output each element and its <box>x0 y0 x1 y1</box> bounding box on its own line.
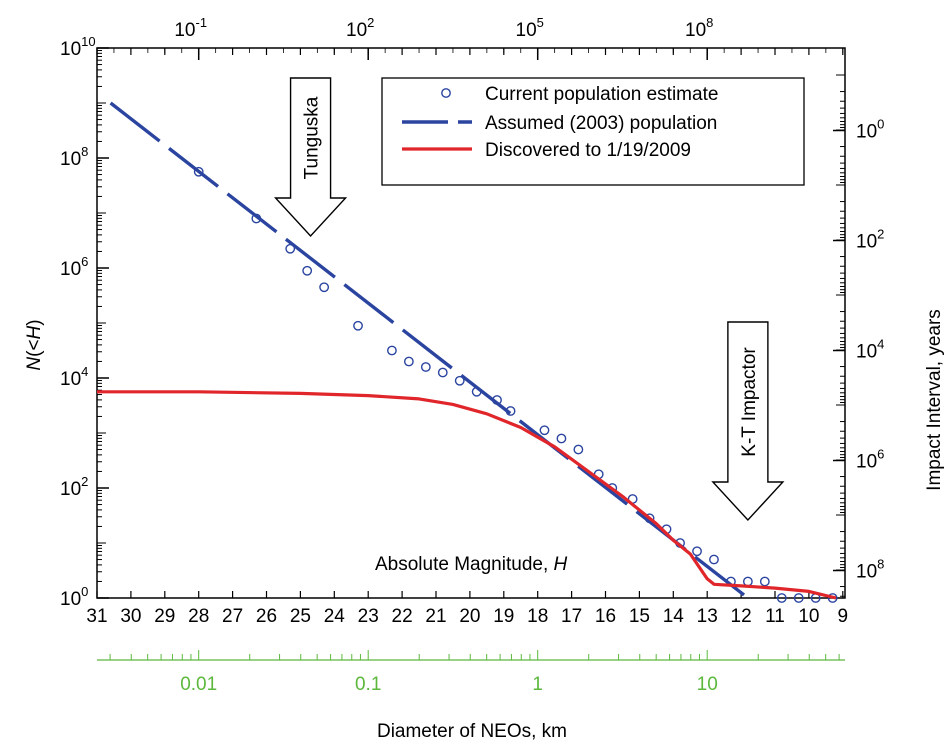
bottom-tick-label: 12 <box>731 606 752 627</box>
right-tick-label: 108 <box>856 557 884 583</box>
right-tick-label: 102 <box>856 227 884 253</box>
bottom-tick-label: 9 <box>838 606 849 627</box>
population-estimate-point <box>193 166 204 177</box>
left-tick-label: 100 <box>60 584 88 610</box>
right-axis-label: Impact Interval, years <box>924 309 945 491</box>
bottom-tick-label: 19 <box>493 606 514 627</box>
bottom-tick-label: 11 <box>765 606 785 627</box>
left-tick-label: 108 <box>60 144 88 170</box>
bottom-tick-label: 14 <box>663 606 685 627</box>
population-estimate-point <box>793 593 804 603</box>
bottom-tick-label: 21 <box>425 606 446 627</box>
bottom-tick-label: 18 <box>527 606 548 627</box>
y-axis-label: N(<H) <box>24 319 45 370</box>
bottom-tick-label: 26 <box>256 606 277 627</box>
right-tick-label: 106 <box>856 447 884 473</box>
bottom-tick-label: 20 <box>459 606 480 627</box>
bottom-tick-label: 16 <box>595 606 616 627</box>
population-estimate-point <box>759 576 770 587</box>
right-tick-label: 100 <box>856 117 884 143</box>
bottom-tick-label: 25 <box>290 606 311 627</box>
bottom-tick-label: 24 <box>324 606 346 627</box>
diameter-axis-label: Diameter of NEOs, km <box>377 721 567 742</box>
top-tick-label: 102 <box>346 15 374 41</box>
bottom-tick-label: 13 <box>697 606 718 627</box>
bottom-tick-label: 30 <box>120 606 141 627</box>
diameter-tick-label: 10 <box>697 674 718 695</box>
population-estimate-point <box>827 593 838 603</box>
diameter-tick-label: 1 <box>532 674 543 695</box>
top-tick-label: 105 <box>516 15 544 41</box>
bottom-tick-label: 10 <box>798 606 819 627</box>
population-estimate-point <box>302 265 313 276</box>
legend-entry-label: Discovered to 1/19/2009 <box>485 140 691 161</box>
population-estimate-point <box>403 356 414 367</box>
legend-entry-label: Assumed (2003) population <box>485 113 717 134</box>
left-tick-label: 104 <box>60 364 88 390</box>
left-tick-label: 1010 <box>60 34 96 60</box>
bottom-tick-label: 23 <box>358 606 379 627</box>
legend-box <box>381 77 805 186</box>
population-estimate-point <box>387 345 397 356</box>
population-estimate-point <box>454 375 465 386</box>
top-tick-label: 10-1 <box>174 15 207 41</box>
population-estimate-point <box>420 362 431 372</box>
population-estimate-point <box>742 576 753 587</box>
bottom-tick-label: 15 <box>629 606 650 627</box>
kt-impactor-arrow <box>711 321 785 522</box>
population-estimate-point <box>353 320 363 331</box>
population-estimate-point <box>437 367 448 378</box>
bottom-tick-label: 17 <box>561 606 582 627</box>
tunguska-arrow <box>273 77 348 238</box>
population-estimate-point <box>709 554 719 565</box>
legend-entry-label: Current population estimate <box>485 84 718 105</box>
top-tick-label: 108 <box>685 15 713 41</box>
bottom-tick-label: 27 <box>222 606 243 627</box>
bottom-tick-label: 29 <box>154 606 175 627</box>
population-estimate-point <box>573 444 584 455</box>
population-estimate-point <box>319 282 330 293</box>
bottom-tick-label: 31 <box>86 606 107 627</box>
population-estimate-point <box>776 593 787 603</box>
assumed-population-line <box>109 101 749 600</box>
x-axis-label: Absolute Magnitude, H <box>375 554 568 575</box>
discovered-line <box>97 390 837 600</box>
bottom-tick-label: 22 <box>392 606 413 627</box>
left-tick-label: 102 <box>60 474 88 500</box>
legend-marker-circle <box>441 88 451 98</box>
kt-impactor-label: K-T Impactor <box>739 347 760 457</box>
population-estimate-point <box>556 433 567 444</box>
diameter-tick-label: 0.1 <box>355 674 381 695</box>
population-estimate-point <box>692 546 702 557</box>
population-estimate-point <box>539 425 550 436</box>
diameter-tick-label: 0.01 <box>180 674 217 695</box>
bottom-tick-label: 28 <box>188 606 209 627</box>
left-tick-label: 106 <box>60 254 88 280</box>
right-tick-label: 104 <box>856 337 884 363</box>
tunguska-label: Tunguska <box>302 96 323 179</box>
